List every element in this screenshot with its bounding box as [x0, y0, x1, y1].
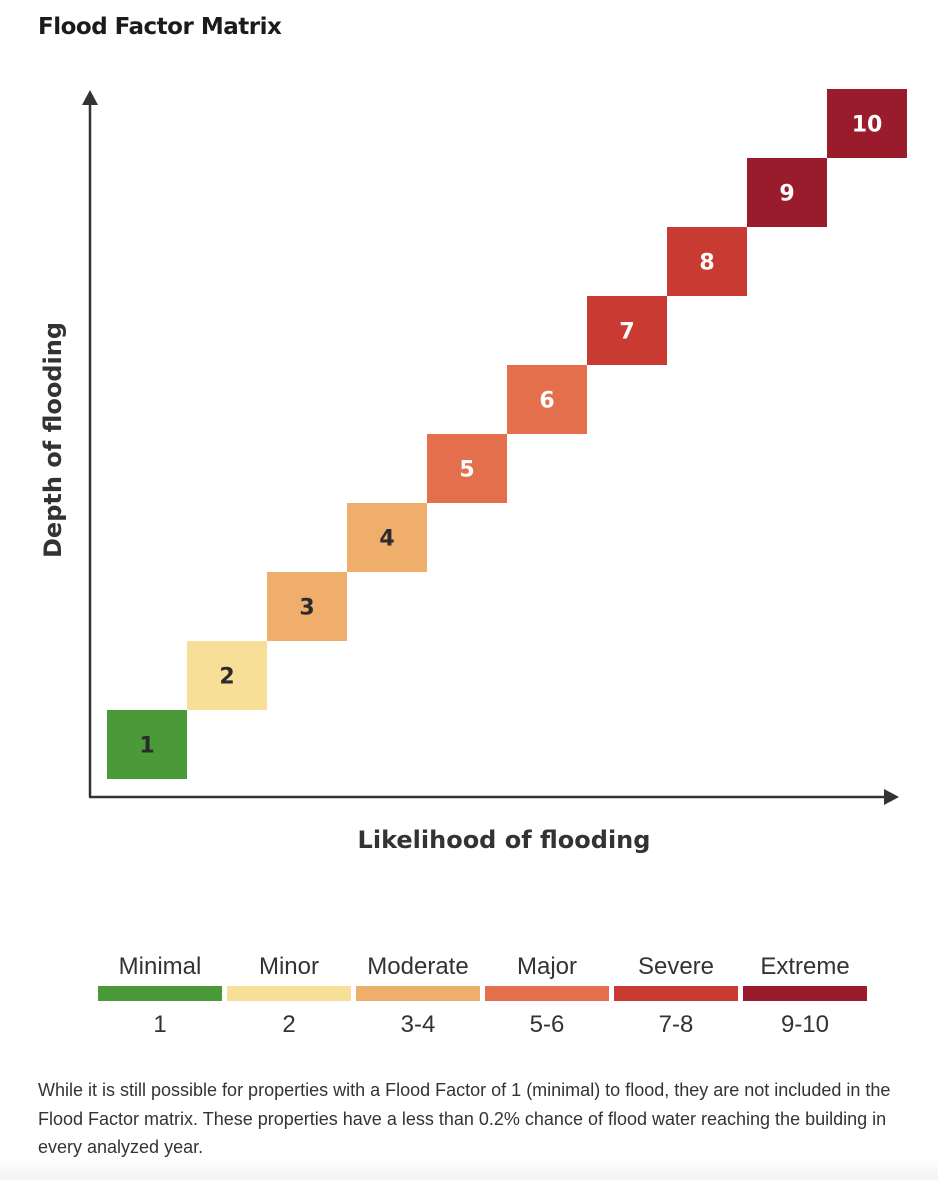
- legend-item-range: 7-8: [658, 1011, 694, 1038]
- legend-color-swatch: [356, 986, 480, 1001]
- legend-color-swatch: [485, 986, 609, 1001]
- legend-item-name: Minor: [258, 953, 319, 980]
- footnote: While it is still possible for propertie…: [38, 1080, 891, 1157]
- legend-color-swatch: [227, 986, 351, 1001]
- legend-item-range: 2: [282, 1011, 296, 1038]
- matrix-cell-6: 6: [507, 365, 587, 434]
- legend-item-minor: Minor 2: [227, 952, 351, 1042]
- matrix-cell-label: 4: [379, 527, 394, 552]
- matrix-cell-label: 2: [219, 665, 234, 690]
- matrix-cell-label: 10: [852, 113, 883, 138]
- matrix-cell-label: 1: [139, 734, 154, 759]
- matrix-cell-10: 10: [827, 89, 907, 158]
- y-axis: [82, 90, 98, 797]
- y-axis-arrow-icon: [82, 90, 98, 105]
- legend-item-name: Moderate: [367, 953, 469, 980]
- page-title: Flood Factor Matrix: [38, 14, 282, 40]
- page-bottom-edge: [0, 1158, 938, 1180]
- matrix-cell-rect: [507, 365, 587, 434]
- matrix-cell-label: 9: [779, 182, 794, 207]
- matrix-cell-rect: [747, 158, 827, 227]
- matrix-cell-rect: [587, 296, 667, 365]
- matrix-cell-2: 2: [187, 641, 267, 710]
- legend-item-extreme: Extreme 9-10: [743, 952, 867, 1042]
- matrix-cell-label: 8: [699, 251, 714, 276]
- legend-item-range: 1: [153, 1011, 167, 1038]
- matrix-cell-3: 3: [267, 572, 347, 641]
- legend-item-name: Minimal: [118, 953, 202, 980]
- matrix-cell-rect: [107, 710, 187, 779]
- legend-item-minimal: Minimal 1: [98, 952, 222, 1042]
- legend-color-swatch: [743, 986, 867, 1001]
- legend-item-severe: Severe 7-8: [614, 952, 738, 1042]
- y-axis-label: Depth of flooding: [39, 322, 67, 558]
- matrix-cell-1: 1: [107, 710, 187, 779]
- flood-factor-matrix-chart: 1 2 3 4 5 6 7 8 9 10 Depth of flooding Likelihood…: [39, 89, 907, 854]
- matrix-cell-label: 3: [299, 596, 314, 621]
- matrix-cell-rect: [347, 503, 427, 572]
- x-axis-label: Likelihood of flooding: [358, 826, 651, 854]
- legend-item-name: Extreme: [760, 953, 850, 980]
- legend-item-moderate: Moderate 3-4: [356, 952, 480, 1042]
- matrix-cell-rect: [187, 641, 267, 710]
- x-axis: [89, 789, 899, 805]
- legend: Minimal 1 Minor 2 Moderate 3-4 Major 5-6 Severe 7…: [98, 952, 872, 1042]
- matrix-cell-rect: [267, 572, 347, 641]
- legend-item-name: Severe: [637, 953, 715, 980]
- legend-color-swatch: [98, 986, 222, 1001]
- legend-color-swatch: [614, 986, 738, 1001]
- legend-item-name: Major: [516, 953, 577, 980]
- legend-item-range: 9-10: [780, 1011, 830, 1038]
- x-axis-arrow-icon: [884, 789, 899, 805]
- matrix-cell-label: 6: [539, 389, 554, 414]
- matrix-cell-5: 5: [427, 434, 507, 503]
- matrix-cell-rect: [667, 227, 747, 296]
- matrix-cell-7: 7: [587, 296, 667, 365]
- matrix-cell-8: 8: [667, 227, 747, 296]
- legend-item-major: Major 5-6: [485, 952, 609, 1042]
- matrix-cell-4: 4: [347, 503, 427, 572]
- matrix-cell-label: 7: [619, 320, 634, 345]
- matrix-cell-9: 9: [747, 158, 827, 227]
- legend-item-range: 5-6: [529, 1011, 565, 1038]
- matrix-cell-rect: [827, 89, 907, 158]
- legend-item-range: 3-4: [400, 1011, 436, 1038]
- matrix-cell-rect: [427, 434, 507, 503]
- matrix-cells: 1 2 3 4 5 6 7 8 9 10: [107, 89, 907, 779]
- matrix-cell-label: 5: [459, 458, 474, 483]
